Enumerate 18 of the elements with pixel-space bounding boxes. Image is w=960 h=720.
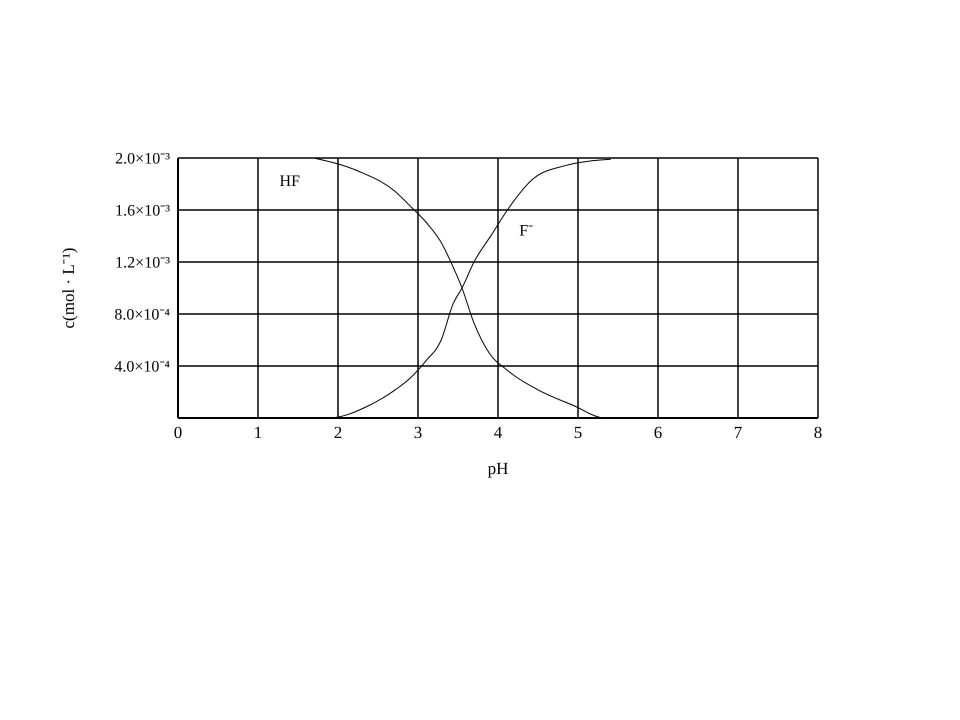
x-tick-label: 6: [654, 423, 662, 442]
y-tick-label: 1.2×10⁻³: [115, 254, 170, 272]
x-tick-label: 0: [174, 423, 182, 442]
y-tick-label: 1.6×10⁻³: [115, 202, 170, 220]
x-tick-label: 2: [334, 423, 342, 442]
x-axis-title: pH: [488, 459, 508, 478]
series-label: HF: [280, 173, 300, 190]
x-tick-label: 1: [254, 423, 262, 442]
x-tick-label: 8: [814, 423, 822, 442]
x-tick-label: 4: [494, 423, 503, 442]
x-tick-label: 5: [574, 423, 582, 442]
series-label: F⁻: [519, 222, 534, 240]
y-axis-title: c(mol · L⁻¹): [59, 248, 78, 328]
y-tick-label: 8.0×10⁻⁴: [114, 306, 170, 324]
x-tick-label: 3: [414, 423, 422, 442]
y-tick-label: 4.0×10⁻⁴: [114, 358, 170, 376]
x-tick-label: 7: [734, 423, 743, 442]
y-tick-label: 2.0×10⁻³: [115, 150, 170, 168]
